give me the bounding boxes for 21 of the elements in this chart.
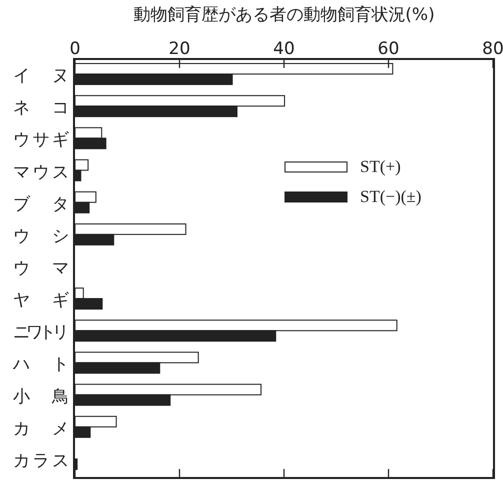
y-tick-label: 小鳥 — [13, 386, 69, 407]
y-tick-label: ウサギ — [13, 130, 69, 150]
y-tick-label: ニワトリ — [13, 322, 69, 343]
y-tick-label: ハト — [12, 354, 69, 375]
y-tick-label: カラス — [13, 450, 69, 471]
y-tick-label: ブタ — [13, 194, 69, 214]
y-tick-label: ネコ — [13, 98, 69, 118]
y-tick-label: ウシ — [13, 226, 69, 246]
legend-label: ST(−)(±) — [360, 187, 422, 206]
x-tick-label: 20 — [168, 39, 190, 59]
legend-label: ST(+) — [360, 157, 401, 176]
x-tick-label: 40 — [273, 39, 295, 59]
x-tick-label: 80 — [482, 39, 503, 59]
x-tick-label: 0 — [70, 39, 80, 59]
y-tick-label: ウマ — [13, 258, 69, 278]
y-tick-label: イヌ — [13, 66, 69, 86]
y-tick-label: ヤギ — [13, 290, 69, 311]
y-tick-label: カメ — [13, 418, 69, 439]
x-tick-label: 60 — [378, 39, 400, 59]
y-tick-label: マウス — [13, 162, 69, 182]
chart-title: 動物飼育歴がある者の動物飼育状況(%) — [133, 5, 435, 25]
